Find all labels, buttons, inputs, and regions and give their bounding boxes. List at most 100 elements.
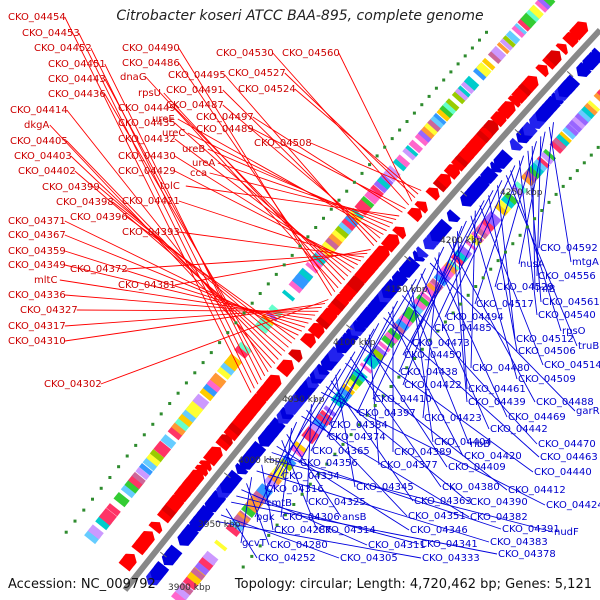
gene-feature	[596, 89, 600, 96]
callout-line	[64, 250, 306, 328]
callout-line	[217, 162, 394, 224]
scale-tick	[266, 282, 270, 286]
callout-line	[76, 309, 319, 312]
gene-feature	[252, 486, 271, 504]
scale-tick	[442, 78, 446, 82]
gene-callout-lines	[49, 16, 578, 559]
scale-tick	[518, 233, 522, 237]
gene-label: CKO_04560	[282, 48, 340, 59]
gene-feature	[494, 201, 510, 217]
gene-feature	[153, 440, 172, 458]
scale-tick	[218, 341, 222, 345]
gene-feature	[514, 23, 527, 35]
gene-feature	[300, 333, 316, 349]
gene-label: CKO_04382	[470, 512, 528, 523]
gene-label: CKO_04430	[118, 151, 176, 162]
gene-label: CKO_04314	[318, 525, 376, 536]
callout-line	[479, 205, 544, 366]
scale-tick	[375, 154, 379, 158]
callout-line	[280, 351, 356, 477]
gene-label: CKO_04506	[518, 346, 576, 357]
gene-label: CKO_04380	[442, 482, 500, 493]
callout-line	[178, 62, 336, 292]
scale-tick-mark	[223, 472, 231, 479]
gene-feature	[373, 245, 390, 262]
gene-feature	[234, 342, 252, 359]
gene-feature	[220, 360, 237, 376]
gene-feature	[113, 492, 130, 508]
callout-line	[286, 433, 342, 518]
gene-label: ureC	[162, 128, 185, 139]
gene-feature	[174, 416, 191, 432]
gene-label: CKO_04384	[330, 420, 388, 431]
gene-feature	[223, 353, 243, 372]
gene-label: CKO_04495	[168, 70, 226, 81]
gene-feature	[292, 275, 308, 290]
gene-label: CKO_04378	[498, 549, 556, 560]
gene-feature	[199, 387, 215, 402]
gene-feature	[346, 275, 365, 293]
scale-tick	[99, 486, 103, 490]
callout-line	[330, 380, 414, 502]
scale-tick	[184, 381, 188, 385]
gene-label: CKO_04414	[10, 105, 68, 116]
gene-feature	[216, 365, 233, 380]
scale-tick	[226, 331, 230, 335]
gene-label: CKO_04494	[446, 312, 504, 323]
gene-feature	[446, 209, 461, 223]
scale-tick	[420, 103, 424, 107]
scale-tick	[73, 519, 77, 523]
gene-label: CKO_04514	[544, 360, 600, 371]
gene-label: CKO_04489	[196, 124, 254, 135]
gene-label: ureE	[152, 114, 175, 125]
callout-line	[518, 160, 538, 316]
callout-line	[207, 148, 390, 228]
gene-feature	[304, 422, 323, 440]
gene-feature	[84, 528, 101, 545]
scale-tick	[436, 329, 440, 333]
gene-feature	[445, 98, 460, 112]
gene-label: CKO_04316	[266, 484, 324, 495]
scale-tick	[511, 242, 515, 246]
gene-label: CKO_04420	[464, 451, 522, 462]
callout-line	[364, 339, 448, 468]
callout-line	[98, 186, 289, 348]
scale-tick	[383, 145, 387, 149]
scale-tick	[589, 153, 593, 157]
callout-line	[398, 220, 467, 373]
gene-label: CKO_04423	[424, 413, 482, 424]
callout-line	[187, 132, 387, 232]
callout-line	[225, 508, 258, 559]
scale-tick	[258, 292, 262, 295]
gene-feature	[481, 218, 496, 232]
callout-line	[284, 72, 416, 199]
scale-tick-mark	[566, 71, 574, 78]
gene-label: CKO_04469	[508, 412, 566, 423]
scale-tick	[463, 54, 467, 58]
gene-feature	[504, 191, 519, 205]
gene-label: cmtB	[266, 498, 292, 509]
callout-line	[294, 88, 419, 195]
gene-feature	[171, 591, 187, 600]
gene-feature	[149, 449, 165, 463]
callout-line	[163, 92, 342, 285]
scale-tick	[412, 111, 416, 115]
gene-feature	[131, 471, 146, 485]
callout-line	[266, 458, 554, 533]
gene-feature	[454, 87, 469, 101]
callout-line	[64, 294, 316, 316]
callout-line	[387, 311, 464, 457]
scale-tick	[142, 433, 146, 437]
gene-feature	[565, 123, 579, 137]
callout-line	[410, 190, 494, 344]
scale-tick	[300, 492, 304, 496]
gene-feature	[140, 532, 154, 545]
gene-label: CKO_04336	[8, 290, 66, 301]
callout-line	[220, 514, 340, 559]
callout-line	[174, 107, 346, 281]
gene-feature	[323, 405, 337, 418]
scale-tick	[525, 225, 529, 229]
scale-tick	[504, 250, 507, 254]
gene-feature	[587, 100, 600, 113]
gene-feature	[384, 331, 399, 344]
